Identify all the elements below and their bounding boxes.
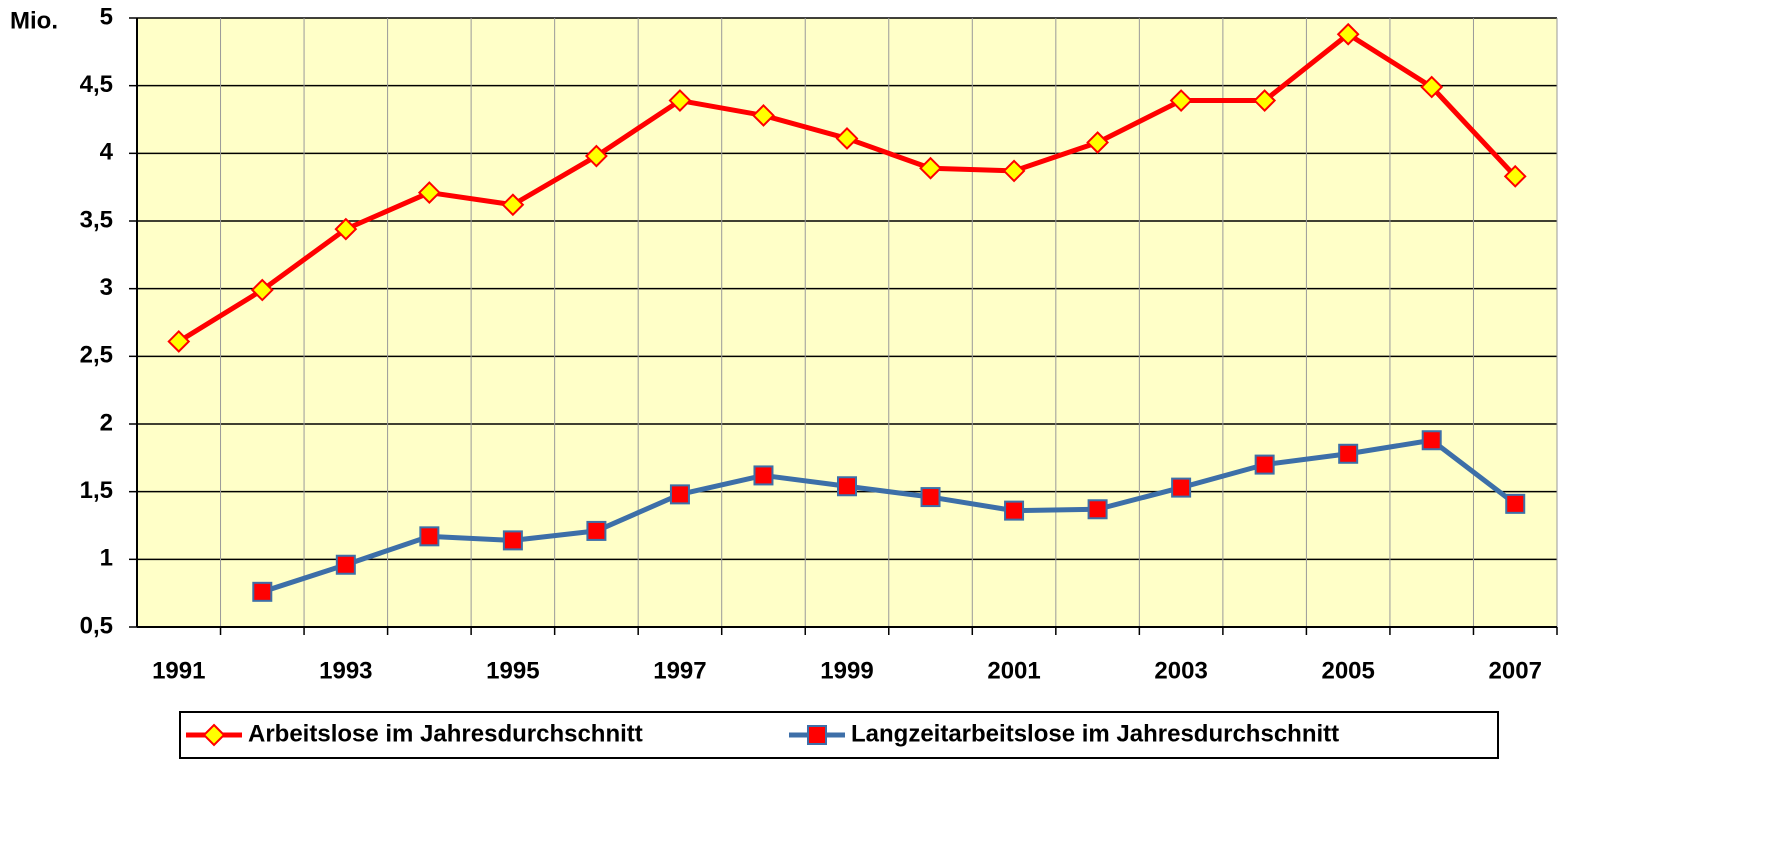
data-point xyxy=(501,193,525,217)
data-point xyxy=(502,530,523,551)
data-point xyxy=(1002,159,1026,183)
data-point xyxy=(669,484,690,505)
x-tick-label: 1997 xyxy=(653,657,706,684)
y-tick-label: 0,5 xyxy=(80,612,113,639)
x-tick-label: 1999 xyxy=(820,657,873,684)
data-point xyxy=(419,526,440,547)
y-tick-label: 2 xyxy=(100,409,113,436)
data-point xyxy=(252,581,273,602)
data-point xyxy=(584,144,608,168)
x-tick-label: 2003 xyxy=(1154,657,1207,684)
data-point xyxy=(1421,430,1442,451)
y-tick-label: 1 xyxy=(100,545,113,572)
legend-label: Langzeitarbeitslose im Jahresdurchschnit… xyxy=(851,720,1339,747)
y-tick-label: 3 xyxy=(100,274,113,301)
data-point xyxy=(334,217,358,241)
data-point xyxy=(1169,89,1193,112)
data-point xyxy=(1087,499,1108,520)
y-tick-label: 5 xyxy=(100,3,113,30)
data-point xyxy=(752,104,775,127)
data-point xyxy=(835,127,859,150)
x-tick-label: 1991 xyxy=(152,657,205,684)
y-tick-label: 4 xyxy=(100,139,114,166)
data-point xyxy=(668,89,692,112)
data-point xyxy=(753,465,774,486)
data-point xyxy=(1336,22,1360,46)
x-tick-label: 2001 xyxy=(987,657,1040,684)
data-point xyxy=(1338,443,1359,464)
data-point xyxy=(250,278,274,302)
legend-marker xyxy=(807,725,827,745)
y-tick-label: 1,5 xyxy=(80,477,113,504)
y-tick-label: 3,5 xyxy=(80,206,113,233)
series-line xyxy=(261,437,1517,595)
data-point xyxy=(1503,164,1527,188)
legend-marker xyxy=(202,723,226,747)
data-point xyxy=(837,476,857,497)
data-point xyxy=(1004,500,1025,521)
data-point xyxy=(1254,454,1275,475)
y-axis-label: Mio. xyxy=(10,7,58,34)
x-tick-label: 1995 xyxy=(486,657,539,684)
data-point xyxy=(586,520,607,541)
x-tick-label: 2005 xyxy=(1321,657,1374,684)
data-point xyxy=(1086,131,1110,154)
legend-label: Arbeitslose im Jahresdurchschnitt xyxy=(248,720,643,747)
data-point xyxy=(920,487,941,508)
data-point xyxy=(1171,477,1192,498)
x-tick-label: 2007 xyxy=(1489,657,1542,684)
plot-area xyxy=(137,18,1557,627)
y-tick-label: 4,5 xyxy=(80,71,113,98)
data-point xyxy=(1420,75,1444,99)
data-point xyxy=(1505,493,1526,514)
x-tick-label: 1993 xyxy=(319,657,372,684)
data-point xyxy=(919,156,942,180)
data-point xyxy=(167,330,191,353)
data-point xyxy=(1253,89,1277,112)
data-point xyxy=(417,181,441,204)
y-tick-label: 2,5 xyxy=(80,342,113,369)
data-point xyxy=(335,554,356,575)
